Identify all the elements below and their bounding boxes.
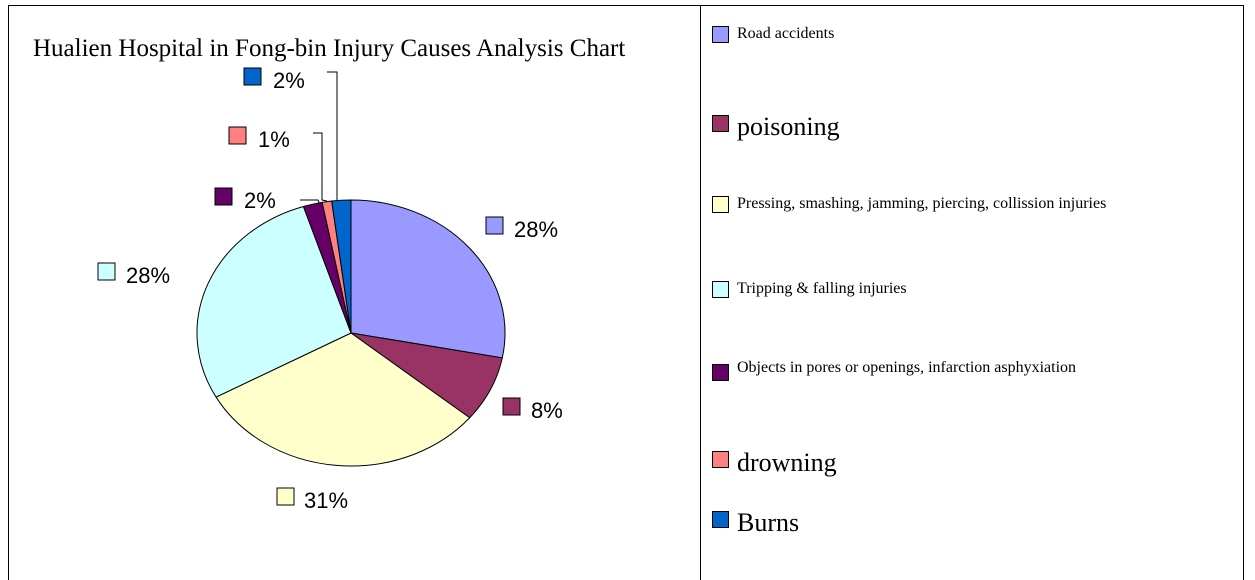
legend-swatch (712, 364, 729, 381)
legend-label: Pressing, smashing, jamming, piercing, c… (737, 195, 1107, 212)
legend-swatch (712, 115, 729, 132)
legend-label: Burns (737, 508, 800, 537)
legend-label: Objects in pores or openings, infarction… (737, 359, 1077, 376)
chart-title: Hualien Hospital in Fong-bin Injury Caus… (33, 35, 626, 62)
data-label: 2% (273, 68, 305, 93)
pie-slice (196, 205, 352, 398)
legend-label: poisoning (737, 112, 840, 141)
legend-swatch (712, 26, 729, 43)
legend-swatch (712, 196, 729, 213)
legend-item: drowning (712, 443, 1212, 482)
legend-item: Burns (712, 503, 1212, 542)
label-swatch (214, 187, 233, 206)
chart: 28% 8% 31% 28% 2% 1% 2% (97, 67, 563, 513)
label-swatch (228, 126, 247, 145)
label-swatch (276, 487, 295, 506)
label-swatch (485, 216, 504, 235)
label-swatch (243, 67, 262, 86)
legend-label: drowning (737, 448, 837, 477)
data-label: 8% (531, 398, 563, 423)
legend-swatch (712, 511, 729, 528)
pie-slice (215, 332, 471, 467)
legend-label: Road accidents (737, 25, 835, 42)
data-label: 28% (126, 263, 170, 288)
leader-line (313, 132, 328, 202)
legend-item: Road accidents (712, 22, 1212, 46)
data-label: 31% (304, 488, 348, 513)
data-label: 28% (514, 217, 558, 242)
legend-swatch (712, 281, 729, 298)
pie-slice (331, 199, 352, 334)
legend-item: Objects in pores or openings, infarction… (712, 359, 1152, 387)
legend-item: Pressing, smashing, jamming, piercing, c… (712, 192, 1132, 216)
label-swatch (97, 262, 116, 281)
legend-item: Tripping & falling injuries (712, 277, 1212, 301)
legend-swatch (712, 451, 729, 468)
label-swatch (502, 397, 521, 416)
legend-item: poisoning (712, 107, 1212, 146)
divider (700, 5, 701, 580)
pie-slice (350, 199, 506, 359)
data-label: 1% (258, 127, 290, 152)
leader-line (327, 71, 338, 200)
data-label: 2% (244, 188, 276, 213)
frame (8, 5, 1244, 580)
legend-label: Tripping & falling injuries (737, 280, 907, 297)
